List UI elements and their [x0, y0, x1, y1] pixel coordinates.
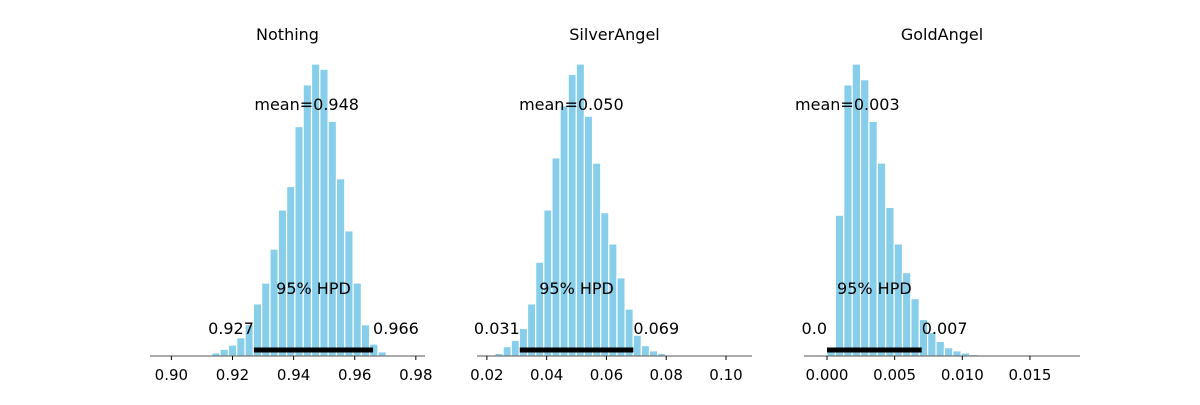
panel-title: GoldAngel — [901, 25, 983, 44]
histogram-bar — [510, 339, 520, 357]
histogram-bar — [535, 261, 545, 357]
panel-goldangel: 0.000 0.005 0.010 0.015 GoldAngel mean=0.003 9… — [795, 25, 1080, 384]
histogram-bar — [567, 73, 577, 357]
x-tick-label: 0.010 — [941, 366, 984, 384]
x-tick-label: 0.005 — [873, 366, 916, 384]
histogram-bar — [236, 337, 246, 357]
histogram-bar — [952, 350, 962, 357]
histogram-bar — [352, 282, 362, 357]
histogram-bar — [876, 162, 887, 357]
histogram-bar — [935, 340, 946, 357]
histogram-bar — [616, 277, 626, 357]
histogram-bar — [943, 347, 954, 357]
histogram-bar — [327, 120, 338, 357]
histogram-bar — [843, 84, 853, 357]
hpd-low-label: 0.0 — [802, 319, 827, 338]
histogram-bar — [893, 243, 904, 357]
histogram-bar — [335, 178, 346, 357]
panel-nothing: 0.90 0.92 0.94 0.96 0.98 Nothing mean=0.948 95%… — [150, 25, 433, 384]
mean-label: mean=0.003 — [795, 95, 900, 114]
hpd-high-label: 0.069 — [633, 319, 679, 338]
x-tick-label: 0.96 — [338, 366, 371, 384]
x-tick-label: 0.98 — [399, 366, 432, 384]
histogram-bar — [868, 120, 878, 357]
x-tick-label: 0.000 — [806, 366, 849, 384]
hpd-label: 95% HPD — [276, 279, 351, 298]
hpd-low-label: 0.031 — [474, 319, 520, 338]
histogram-bar — [632, 334, 642, 357]
histogram-bar — [583, 115, 594, 357]
histogram-bar — [219, 348, 230, 357]
histogram-bar — [285, 185, 296, 357]
x-tick-label: 0.02 — [470, 366, 503, 384]
histogram-bar — [608, 243, 618, 357]
x-tick-label: 0.94 — [277, 366, 310, 384]
hpd-high-label: 0.966 — [373, 319, 419, 338]
histogram-bar — [551, 157, 561, 357]
hpd-low-label: 0.927 — [208, 319, 254, 338]
histogram-bar — [227, 344, 238, 357]
histogram-bar — [559, 105, 569, 357]
x-tick-label: 0.90 — [155, 366, 188, 384]
panel-silverangel: 0.02 0.04 0.06 0.08 0.10 SilverAngel mean=0.05… — [470, 25, 752, 384]
x-tick-label: 0.08 — [650, 366, 683, 384]
histogram-bar — [648, 350, 659, 357]
x-tick-label: 0.92 — [216, 366, 249, 384]
histogram-bar — [261, 282, 271, 357]
histogram-bar — [591, 162, 602, 357]
hpd-label: 95% HPD — [837, 279, 912, 298]
histogram-bar — [859, 79, 870, 357]
panel-title: Nothing — [256, 25, 319, 44]
x-tick-label: 0.10 — [709, 366, 742, 384]
x-tick-label: 0.04 — [530, 366, 563, 384]
hpd-high-label: 0.007 — [922, 319, 968, 338]
mean-label: mean=0.948 — [254, 95, 359, 114]
hpd-label: 95% HPD — [539, 279, 614, 298]
panel-title: SilverAngel — [569, 25, 659, 44]
histogram-bar — [910, 298, 920, 357]
mean-label: mean=0.050 — [519, 95, 624, 114]
histogram-bar — [302, 84, 313, 357]
histogram-bar — [502, 346, 512, 357]
histogram-bar — [377, 351, 387, 357]
x-tick-label: 0.06 — [590, 366, 623, 384]
histogram-bar — [294, 125, 304, 357]
histogram-bar — [640, 344, 651, 357]
histogram-bar — [269, 248, 279, 357]
x-tick-label: 0.015 — [1008, 366, 1051, 384]
